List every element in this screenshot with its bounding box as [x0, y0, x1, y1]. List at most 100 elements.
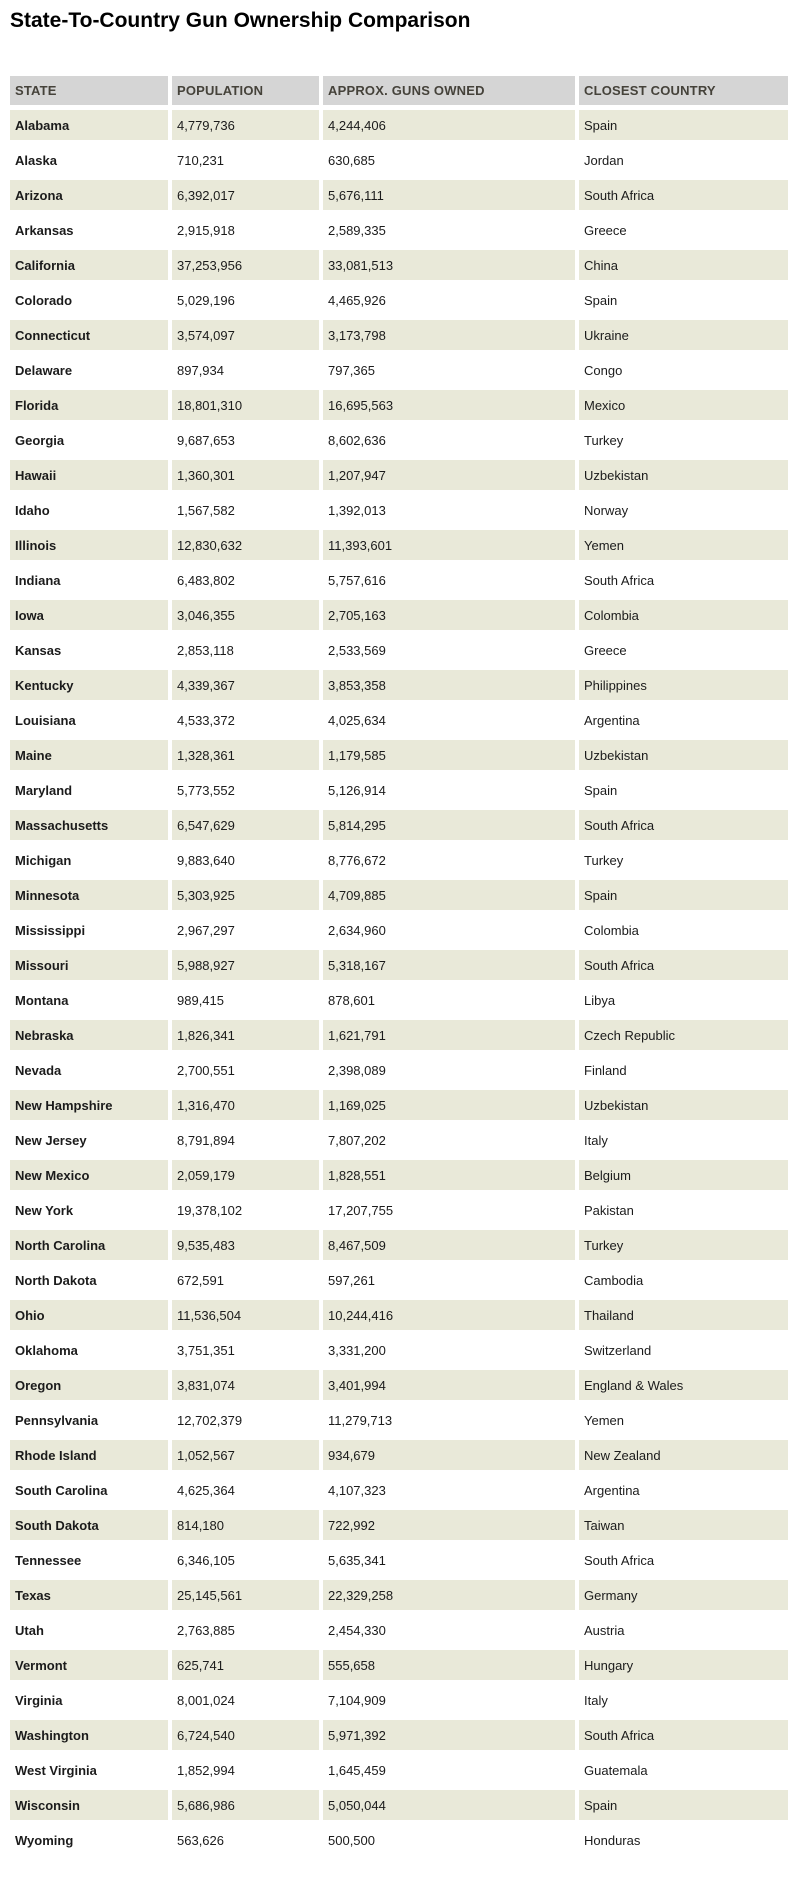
population-cell: 897,934 [172, 355, 319, 385]
state-cell: Arkansas [10, 215, 168, 245]
population-cell: 5,029,196 [172, 285, 319, 315]
population-cell: 18,801,310 [172, 390, 319, 420]
closest-country-cell: Honduras [579, 1825, 788, 1855]
population-cell: 1,852,994 [172, 1755, 319, 1785]
guns-owned-cell: 8,776,672 [323, 845, 575, 875]
population-cell: 3,831,074 [172, 1370, 319, 1400]
population-cell: 4,339,367 [172, 670, 319, 700]
state-cell: Indiana [10, 565, 168, 595]
closest-country-cell: Spain [579, 775, 788, 805]
state-cell: Wisconsin [10, 1790, 168, 1820]
guns-owned-cell: 1,828,551 [323, 1160, 575, 1190]
guns-owned-cell: 11,279,713 [323, 1405, 575, 1435]
guns-owned-cell: 5,318,167 [323, 950, 575, 980]
state-cell: Kentucky [10, 670, 168, 700]
guns-owned-cell: 22,329,258 [323, 1580, 575, 1610]
state-cell: North Carolina [10, 1230, 168, 1260]
closest-country-cell: Switzerland [579, 1335, 788, 1365]
closest-country-cell: South Africa [579, 1545, 788, 1575]
column-header-closest-country: CLOSEST COUNTRY [579, 76, 788, 105]
closest-country-cell: Czech Republic [579, 1020, 788, 1050]
guns-owned-cell: 5,676,111 [323, 180, 575, 210]
guns-owned-cell: 17,207,755 [323, 1195, 575, 1225]
closest-country-cell: Italy [579, 1685, 788, 1715]
closest-country-cell: South Africa [579, 180, 788, 210]
guns-owned-cell: 722,992 [323, 1510, 575, 1540]
population-cell: 4,625,364 [172, 1475, 319, 1505]
state-cell: Maryland [10, 775, 168, 805]
population-cell: 1,316,470 [172, 1090, 319, 1120]
closest-country-cell: Norway [579, 495, 788, 525]
population-cell: 2,967,297 [172, 915, 319, 945]
state-cell: Montana [10, 985, 168, 1015]
guns-owned-cell: 630,685 [323, 145, 575, 175]
guns-owned-cell: 3,401,994 [323, 1370, 575, 1400]
state-cell: Minnesota [10, 880, 168, 910]
population-cell: 2,915,918 [172, 215, 319, 245]
guns-owned-cell: 5,814,295 [323, 810, 575, 840]
closest-country-cell: Greece [579, 635, 788, 665]
guns-owned-cell: 4,107,323 [323, 1475, 575, 1505]
closest-country-cell: South Africa [579, 950, 788, 980]
guns-owned-cell: 5,126,914 [323, 775, 575, 805]
population-cell: 1,567,582 [172, 495, 319, 525]
comparison-table: STATE POPULATION APPROX. GUNS OWNED CLOS… [10, 76, 788, 1855]
guns-owned-cell: 3,853,358 [323, 670, 575, 700]
population-cell: 25,145,561 [172, 1580, 319, 1610]
state-cell: Texas [10, 1580, 168, 1610]
closest-country-cell: South Africa [579, 810, 788, 840]
closest-country-cell: England & Wales [579, 1370, 788, 1400]
closest-country-cell: Turkey [579, 425, 788, 455]
guns-owned-cell: 4,025,634 [323, 705, 575, 735]
state-cell: Alabama [10, 110, 168, 140]
guns-owned-cell: 4,244,406 [323, 110, 575, 140]
population-cell: 1,826,341 [172, 1020, 319, 1050]
state-cell: Florida [10, 390, 168, 420]
guns-owned-cell: 500,500 [323, 1825, 575, 1855]
guns-owned-cell: 8,602,636 [323, 425, 575, 455]
guns-owned-cell: 5,635,341 [323, 1545, 575, 1575]
closest-country-cell: Italy [579, 1125, 788, 1155]
guns-owned-cell: 7,104,909 [323, 1685, 575, 1715]
guns-owned-cell: 797,365 [323, 355, 575, 385]
guns-owned-cell: 1,169,025 [323, 1090, 575, 1120]
population-cell: 6,346,105 [172, 1545, 319, 1575]
closest-country-cell: Colombia [579, 600, 788, 630]
state-cell: Tennessee [10, 1545, 168, 1575]
closest-country-cell: Taiwan [579, 1510, 788, 1540]
population-cell: 3,751,351 [172, 1335, 319, 1365]
state-cell: Iowa [10, 600, 168, 630]
closest-country-cell: Spain [579, 880, 788, 910]
closest-country-cell: Philippines [579, 670, 788, 700]
population-cell: 672,591 [172, 1265, 319, 1295]
closest-country-cell: China [579, 250, 788, 280]
population-cell: 1,328,361 [172, 740, 319, 770]
population-cell: 4,779,736 [172, 110, 319, 140]
state-cell: South Carolina [10, 1475, 168, 1505]
state-cell: Louisiana [10, 705, 168, 735]
population-cell: 8,791,894 [172, 1125, 319, 1155]
state-cell: Ohio [10, 1300, 168, 1330]
guns-owned-cell: 10,244,416 [323, 1300, 575, 1330]
population-cell: 5,686,986 [172, 1790, 319, 1820]
population-cell: 12,830,632 [172, 530, 319, 560]
guns-owned-cell: 1,645,459 [323, 1755, 575, 1785]
closest-country-cell: Uzbekistan [579, 740, 788, 770]
guns-owned-cell: 33,081,513 [323, 250, 575, 280]
state-cell: New Jersey [10, 1125, 168, 1155]
state-cell: Idaho [10, 495, 168, 525]
closest-country-cell: Mexico [579, 390, 788, 420]
population-cell: 5,773,552 [172, 775, 319, 805]
closest-country-cell: Yemen [579, 1405, 788, 1435]
population-cell: 6,724,540 [172, 1720, 319, 1750]
closest-country-cell: Ukraine [579, 320, 788, 350]
population-cell: 12,702,379 [172, 1405, 319, 1435]
population-cell: 6,547,629 [172, 810, 319, 840]
guns-owned-cell: 878,601 [323, 985, 575, 1015]
population-cell: 5,988,927 [172, 950, 319, 980]
guns-owned-cell: 11,393,601 [323, 530, 575, 560]
population-cell: 989,415 [172, 985, 319, 1015]
closest-country-cell: Austria [579, 1615, 788, 1645]
guns-owned-cell: 1,179,585 [323, 740, 575, 770]
guns-owned-cell: 2,705,163 [323, 600, 575, 630]
